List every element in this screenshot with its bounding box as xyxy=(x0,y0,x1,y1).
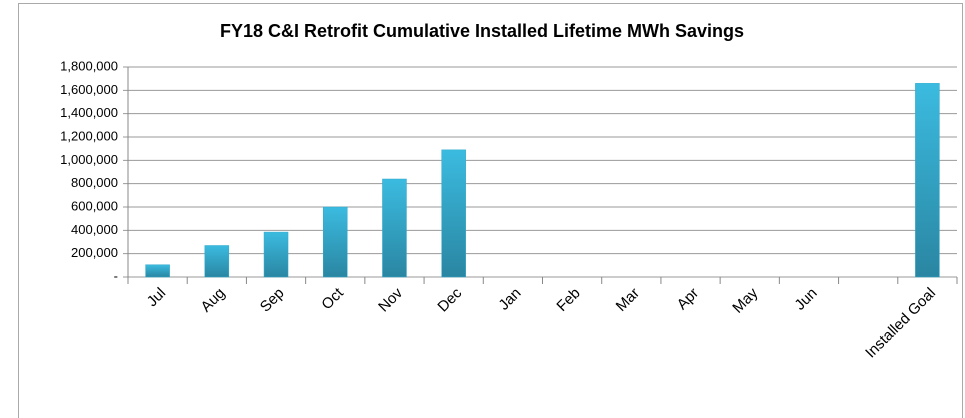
y-tick-label: 1,000,000 xyxy=(60,152,118,167)
chart-frame xyxy=(18,3,963,418)
y-tick-label: 800,000 xyxy=(71,175,118,190)
y-tick-label: 600,000 xyxy=(71,198,118,213)
y-tick-label: 1,200,000 xyxy=(60,128,118,143)
bar xyxy=(323,206,348,278)
bar xyxy=(204,245,230,278)
bar xyxy=(915,83,940,278)
bar xyxy=(382,178,407,278)
y-tick-label: 1,400,000 xyxy=(60,105,118,120)
chart-title: FY18 C&I Retrofit Cumulative Installed L… xyxy=(220,21,744,41)
y-tick-label: 400,000 xyxy=(71,222,118,237)
y-tick-label: - xyxy=(114,268,118,283)
bar xyxy=(145,264,170,278)
y-tick-label: 1,800,000 xyxy=(60,58,118,73)
y-tick-label: 1,600,000 xyxy=(60,82,118,97)
bar xyxy=(441,149,466,278)
y-tick-label: 200,000 xyxy=(71,245,118,260)
bar xyxy=(263,231,289,278)
